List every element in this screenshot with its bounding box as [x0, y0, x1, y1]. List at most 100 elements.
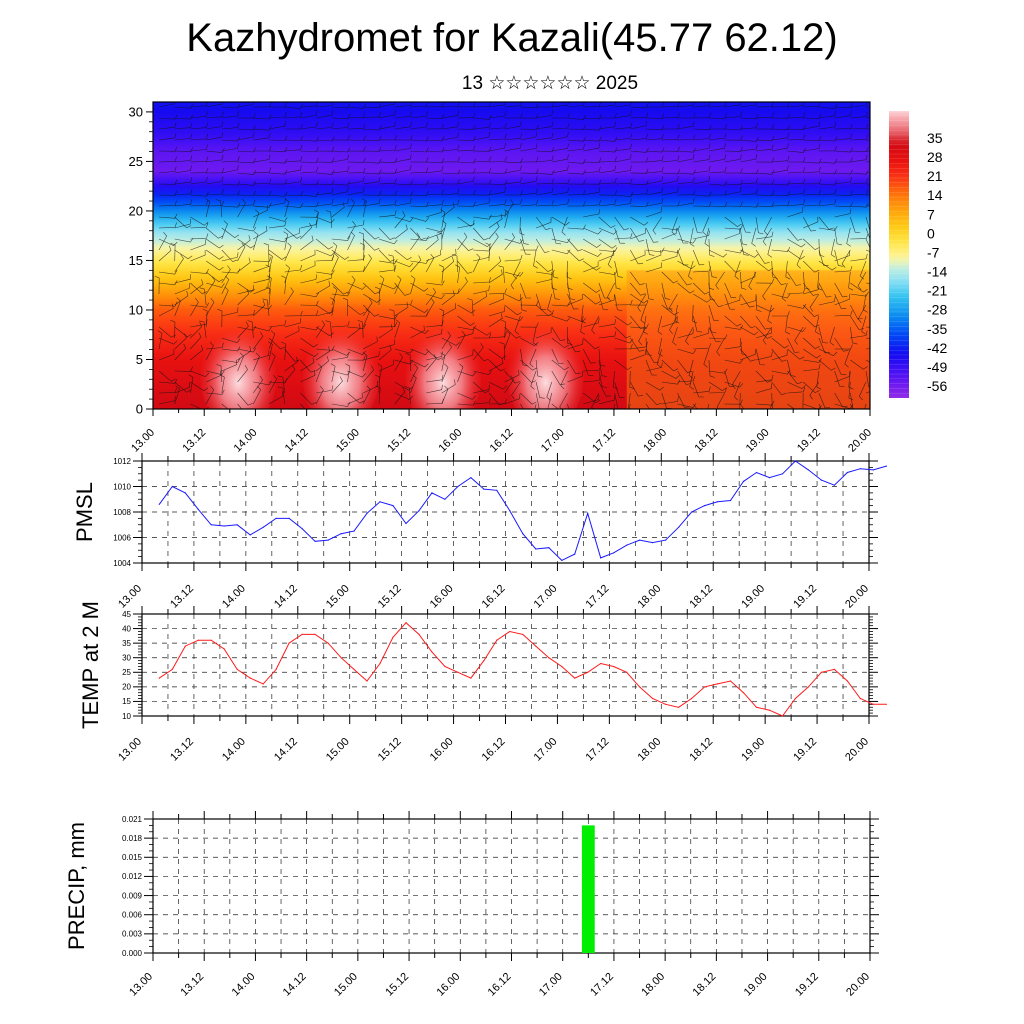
wind-barb: [583, 394, 600, 405]
section-x-tick-label: 17.12: [590, 427, 618, 455]
wind-barb: [473, 122, 491, 130]
wind-barb: [300, 325, 320, 331]
wind-barb: [583, 282, 601, 293]
wind-barb: [174, 254, 184, 273]
temp-point: [457, 671, 459, 673]
wind-barb: [724, 146, 743, 152]
wind-barb: [190, 144, 208, 152]
section-warm-core: [507, 325, 584, 409]
wind-barb: [692, 282, 710, 295]
wind-barb: [268, 216, 288, 222]
wind-barb: [803, 348, 821, 359]
wind-barb: [284, 155, 303, 163]
wind-barb: [708, 102, 727, 108]
wind-barb: [216, 364, 223, 383]
wind-barb: [771, 200, 790, 207]
wind-barb: [363, 176, 381, 185]
wind-barb: [190, 381, 209, 392]
wind-barb: [190, 239, 206, 251]
temp-y-tick-label: 40: [122, 624, 131, 633]
pmsl-point: [768, 477, 771, 479]
wind-barb: [472, 381, 490, 394]
wind-barb: [591, 315, 600, 335]
wind-barb: [755, 112, 774, 119]
wind-barb: [315, 356, 329, 372]
wind-barb: [300, 274, 317, 284]
wind-barb: [785, 315, 791, 335]
wind-barb: [473, 397, 491, 405]
wind-barb: [316, 198, 334, 207]
wind-barb: [158, 166, 177, 174]
wind-barb: [787, 288, 806, 295]
pmsl-point: [626, 544, 628, 546]
wind-barb: [771, 271, 787, 286]
wind-barb: [253, 132, 271, 141]
precip-y-axis-title: PRECIP, mm: [64, 822, 89, 950]
wind-barb: [755, 278, 775, 284]
wind-barb: [771, 143, 789, 152]
wind-barb: [614, 165, 632, 174]
temp-x-tick-label: 16.12: [480, 736, 508, 764]
wind-barb: [708, 180, 728, 186]
temp-x-tick-label: 16.00: [428, 736, 456, 764]
wind-barb: [614, 227, 625, 244]
wind-barb: [520, 293, 527, 312]
wind-barb: [221, 122, 240, 130]
wind-barb: [457, 315, 475, 326]
wind-barb: [693, 293, 712, 303]
temp-point: [275, 668, 277, 671]
wind-barb: [645, 125, 665, 131]
wind-barb: [771, 155, 790, 163]
wind-barb: [363, 198, 381, 207]
wind-barb: [206, 200, 225, 207]
wind-barb: [268, 237, 288, 243]
wind-barb: [205, 238, 224, 249]
wind-barb: [767, 238, 773, 258]
wind-barb: [473, 326, 492, 336]
wind-barb: [158, 370, 176, 382]
wind-barb: [614, 178, 633, 185]
wind-barb: [331, 122, 350, 130]
section-x-tick-label: 16.00: [436, 427, 464, 455]
wind-barb: [300, 222, 312, 240]
wind-barb: [630, 103, 649, 109]
wind-barb: [834, 102, 853, 108]
wind-barb: [202, 308, 208, 328]
wind-barb: [457, 238, 474, 251]
wind-barb: [787, 403, 795, 409]
temp-line: [159, 621, 887, 717]
wind-barb: [205, 385, 215, 405]
wind-barb: [359, 242, 365, 262]
wind-barb: [331, 348, 351, 356]
wind-barb: [803, 121, 821, 130]
wind-barb: [645, 206, 662, 218]
wind-barb: [378, 227, 395, 240]
wind-barb: [850, 154, 868, 163]
wind-barb: [426, 178, 445, 185]
wind-barb: [844, 348, 851, 368]
wind-barb: [514, 315, 521, 335]
wind-barb: [614, 198, 632, 207]
wind-barb: [724, 282, 737, 298]
temp-x-ticks: [141, 606, 870, 724]
wind-barb: [363, 125, 382, 131]
wind-barb: [473, 132, 491, 141]
wind-barb: [237, 285, 254, 295]
wind-barb: [331, 180, 351, 186]
wind-barb: [457, 350, 474, 361]
wind-barb: [803, 337, 820, 349]
colorbar-label: 7: [927, 206, 935, 222]
wind-barb: [316, 345, 335, 351]
wind-barb: [457, 135, 476, 141]
temp-point: [314, 633, 316, 636]
wind-barb: [520, 176, 538, 185]
wind-barb: [394, 216, 414, 223]
wind-barb: [315, 363, 323, 383]
wind-barb: [583, 114, 602, 120]
wind-barb: [237, 132, 255, 141]
pmsl-point: [781, 473, 784, 475]
wind-barb: [316, 187, 334, 196]
wind-barb: [677, 198, 695, 207]
wind-barb: [331, 113, 351, 120]
wind-barb: [520, 370, 537, 383]
